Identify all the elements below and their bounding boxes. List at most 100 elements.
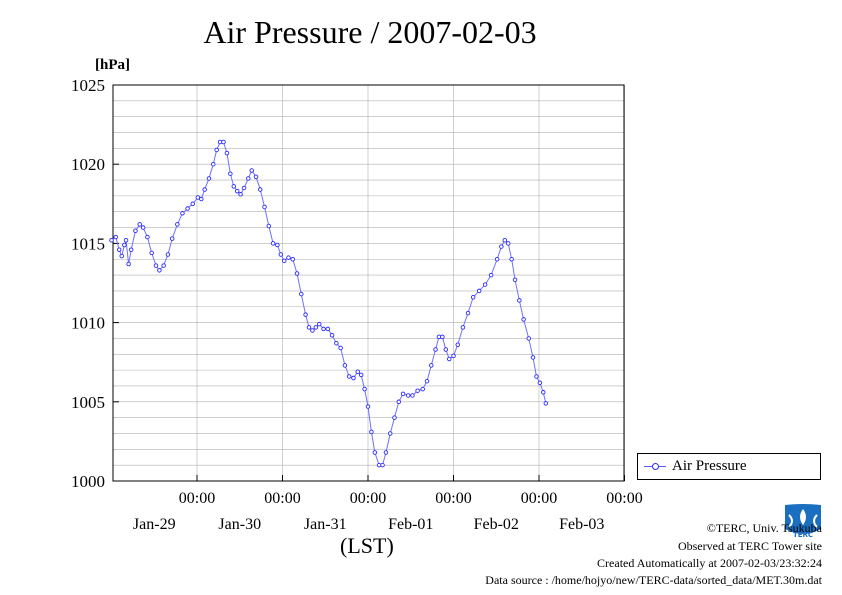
x-tick-time: 00:00: [606, 490, 642, 507]
data-point: [521, 317, 526, 322]
axes: [112, 84, 625, 482]
x-tick-labels: 00:00Jan-2900:00Jan-3000:00Jan-3100:00Fe…: [133, 490, 643, 533]
x-tick-date: Feb-01: [388, 516, 433, 533]
data-point: [446, 356, 452, 362]
x-tick-time: 00:00: [350, 490, 386, 507]
data-point: [290, 256, 296, 262]
data-point: [512, 277, 518, 283]
series-line: [111, 141, 547, 466]
data-point: [351, 375, 356, 381]
series-air-pressure: [109, 139, 549, 468]
x-tick-date: Feb-02: [474, 516, 519, 533]
data-point: [543, 401, 549, 406]
x-tick-time: 00:00: [521, 490, 557, 507]
data-point: [451, 353, 456, 359]
data-point: [299, 291, 304, 297]
terc-logo: TERC: [785, 504, 821, 539]
data-point: [494, 256, 500, 262]
data-point: [325, 326, 331, 332]
data-point: [145, 234, 150, 240]
data-point: [405, 393, 411, 398]
data-point: [195, 195, 201, 200]
data-point: [334, 340, 339, 346]
data-point: [517, 298, 522, 303]
data-point: [433, 347, 438, 352]
legend: Air Pressure: [637, 453, 821, 480]
data-point: [369, 429, 374, 435]
data-point: [140, 225, 146, 230]
data-point: [206, 176, 212, 181]
x-tick-date: Feb-03: [559, 516, 604, 533]
y-tick-label: 1015: [71, 234, 105, 253]
x-tick-time: 00:00: [179, 490, 215, 507]
data-point: [424, 378, 430, 384]
data-point: [342, 363, 348, 368]
data-point: [165, 252, 171, 257]
data-point: [126, 261, 131, 267]
data-point: [281, 258, 287, 264]
data-point: [294, 271, 300, 276]
data-point: [153, 263, 159, 268]
data-point: [429, 363, 434, 368]
data-point: [234, 188, 240, 194]
data-point: [266, 223, 272, 229]
data-point: [224, 150, 230, 156]
data-point: [392, 415, 397, 420]
data-point: [499, 244, 504, 249]
data-point: [278, 252, 284, 257]
data-point: [476, 288, 482, 294]
data-point: [526, 336, 531, 341]
data-point: [362, 386, 367, 392]
data-point: [400, 391, 406, 397]
data-point: [455, 342, 461, 348]
data-point: [238, 192, 243, 197]
data-point: [221, 139, 226, 145]
data-point: [502, 237, 508, 243]
data-point: [321, 326, 326, 332]
data-point: [383, 450, 389, 455]
data-point: [396, 399, 402, 405]
data-point: [157, 268, 162, 273]
data-point: [355, 369, 360, 374]
y-tick-label: 1025: [71, 76, 105, 95]
data-point: [346, 374, 352, 379]
data-point: [109, 237, 114, 243]
data-point: [262, 204, 267, 210]
footer-source: Data source : /home/hojyo/new/TERC-data/…: [485, 573, 822, 587]
data-point: [169, 236, 175, 241]
data-point: [380, 462, 385, 468]
data-point: [329, 333, 335, 338]
data-point: [175, 222, 180, 227]
data-point: [113, 234, 119, 240]
data-point: [440, 334, 445, 340]
logo-text: TERC: [793, 531, 813, 539]
legend-marker: [652, 463, 659, 470]
legend-label: Air Pressure: [672, 458, 747, 474]
chart-title: Air Pressure / 2007-02-03: [203, 14, 537, 50]
data-point: [190, 201, 195, 207]
data-point: [372, 450, 378, 455]
y-tick-label: 1020: [71, 155, 105, 174]
data-point: [116, 247, 122, 252]
data-point: [338, 345, 343, 351]
y-tick-label: 1005: [71, 393, 105, 412]
y-axis-label: [hPa]: [95, 57, 130, 73]
data-point: [258, 187, 263, 192]
data-point: [180, 211, 185, 216]
data-point: [185, 206, 190, 211]
footer-copyright: ©TERC, Univ. Tsukuba: [706, 521, 822, 535]
data-point: [470, 295, 476, 300]
data-point: [249, 168, 254, 173]
data-point: [313, 325, 319, 330]
data-point: [119, 253, 125, 259]
data-point: [541, 390, 546, 395]
data-point: [530, 355, 536, 360]
data-point: [358, 372, 364, 378]
data-point: [246, 176, 251, 181]
data-point: [270, 241, 276, 246]
data-point: [275, 242, 280, 248]
data-point: [199, 196, 204, 202]
x-tick-date: Jan-30: [218, 516, 261, 533]
data-point: [488, 272, 494, 278]
data-point: [149, 250, 154, 256]
